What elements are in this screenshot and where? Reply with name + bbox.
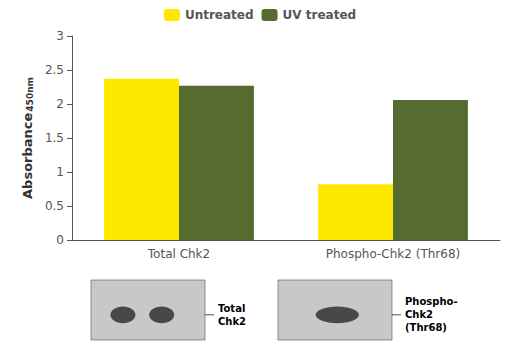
- svg-text:450nm: 450nm: [25, 77, 35, 112]
- svg-text:2: 2: [56, 97, 64, 111]
- svg-text:UV treated: UV treated: [283, 8, 357, 22]
- svg-text:Phospho-Chk2 (Thr68): Phospho-Chk2 (Thr68): [326, 247, 460, 261]
- svg-text:Phospho-: Phospho-: [405, 296, 458, 307]
- svg-text:Chk2: Chk2: [218, 316, 246, 327]
- svg-text:Chk2: Chk2: [405, 309, 433, 320]
- svg-text:2.5: 2.5: [45, 63, 64, 77]
- svg-text:Total Chk2: Total Chk2: [147, 247, 210, 261]
- svg-text:Total: Total: [218, 303, 245, 314]
- svg-text:1.5: 1.5: [45, 131, 64, 145]
- svg-text:1: 1: [56, 165, 64, 179]
- svg-text:(Thr68): (Thr68): [405, 322, 447, 333]
- svg-text:3: 3: [56, 29, 64, 43]
- svg-text:Untreated: Untreated: [185, 8, 254, 22]
- svg-text:0: 0: [56, 233, 64, 247]
- svg-text:0.5: 0.5: [45, 199, 64, 213]
- svg-text:Absorbance: Absorbance: [20, 112, 35, 198]
